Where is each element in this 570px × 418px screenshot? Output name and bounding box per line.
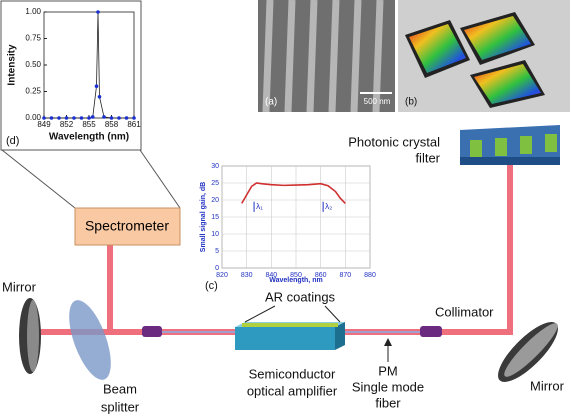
soa (235, 322, 345, 350)
x-tick-label: 830 (241, 272, 253, 279)
y-tick-label: 25 (211, 180, 219, 187)
data-point (125, 116, 129, 120)
mirror-label: Mirror (530, 378, 565, 393)
zoom-line (140, 150, 180, 208)
data-point (72, 116, 76, 120)
y-tick-label: 10 (211, 231, 219, 238)
plot-area (44, 12, 134, 118)
fiber-label: Single mode (352, 379, 424, 394)
annotation: λ₂ (325, 202, 332, 211)
collimator (420, 326, 442, 337)
y-axis-label: Small signal gain, dB (200, 182, 207, 252)
y-tick-label: 5 (215, 248, 219, 255)
arrowhead (384, 338, 392, 346)
data-point (110, 116, 114, 120)
y-tick-label: 0.50 (25, 60, 41, 69)
fiber-label: PM (378, 363, 398, 378)
x-tick-label: 855 (82, 120, 96, 129)
soa-label: optical amplifier (247, 383, 338, 398)
data-point (50, 116, 54, 120)
y-tick-label: 1.00 (25, 7, 41, 16)
soa-label: Semiconductor (249, 366, 336, 381)
x-tick-label: 858 (105, 120, 119, 129)
data-point (80, 116, 84, 120)
x-tick-label: 880 (364, 272, 376, 279)
data-point (95, 84, 99, 88)
y-tick-label: 30 (211, 163, 219, 170)
mirror-label: Mirror (2, 279, 37, 294)
ar-coatings-label: AR coatings (265, 289, 336, 304)
data-point (91, 115, 95, 119)
x-axis-label: Wavelength, nm (269, 277, 322, 284)
mirror (27, 300, 39, 372)
x-tick-label: 870 (339, 272, 351, 279)
data-point (98, 95, 102, 99)
collimator (142, 326, 162, 337)
x-tick-label: 852 (60, 120, 74, 129)
y-tick-label: 0.25 (25, 87, 41, 96)
collimator-label: Collimator (435, 304, 494, 319)
spectrometer-label: Spectrometer (85, 218, 169, 234)
x-axis-label: Wavelength (nm) (49, 132, 129, 143)
x-tick-label: 820 (216, 272, 228, 279)
fiber-label: fiber (375, 395, 401, 410)
panel-label: (c) (205, 280, 218, 292)
data-point (132, 116, 136, 120)
beam-splitter-label: Beam (103, 381, 137, 396)
diagram: (a) 500 nm (b) Photonic crystal filter S… (0, 0, 570, 418)
y-tick-label: 15 (211, 214, 219, 221)
panel-label: (a) (265, 97, 277, 108)
y-tick-label: 0.00 (25, 113, 41, 122)
data-point (65, 116, 69, 120)
zoom-line (2, 150, 75, 208)
pointer (245, 306, 275, 322)
beam-splitter-label: splitter (101, 399, 140, 414)
panel-label: (d) (6, 135, 19, 147)
y-tick-label: 0 (215, 265, 219, 272)
pointer (325, 306, 340, 322)
data-point (96, 10, 100, 14)
filter-label: filter (415, 150, 440, 165)
filter-label: Photonic crystal (348, 134, 440, 149)
data-point (42, 116, 46, 120)
filter-photo (398, 0, 570, 112)
data-point (102, 115, 106, 119)
annotation: λ₁ (256, 202, 263, 211)
data-point (117, 116, 121, 120)
y-tick-label: 0.75 (25, 34, 41, 43)
x-tick-label: 861 (127, 120, 141, 129)
data-point (57, 116, 61, 120)
data-point (87, 116, 91, 120)
panel-label: (b) (405, 97, 417, 108)
scale-label: 500 nm (364, 97, 391, 106)
y-axis-label: Intensity (7, 44, 18, 86)
sem-image (258, 0, 395, 112)
photonic-crystal-filter (460, 125, 560, 165)
y-tick-label: 20 (211, 197, 219, 204)
